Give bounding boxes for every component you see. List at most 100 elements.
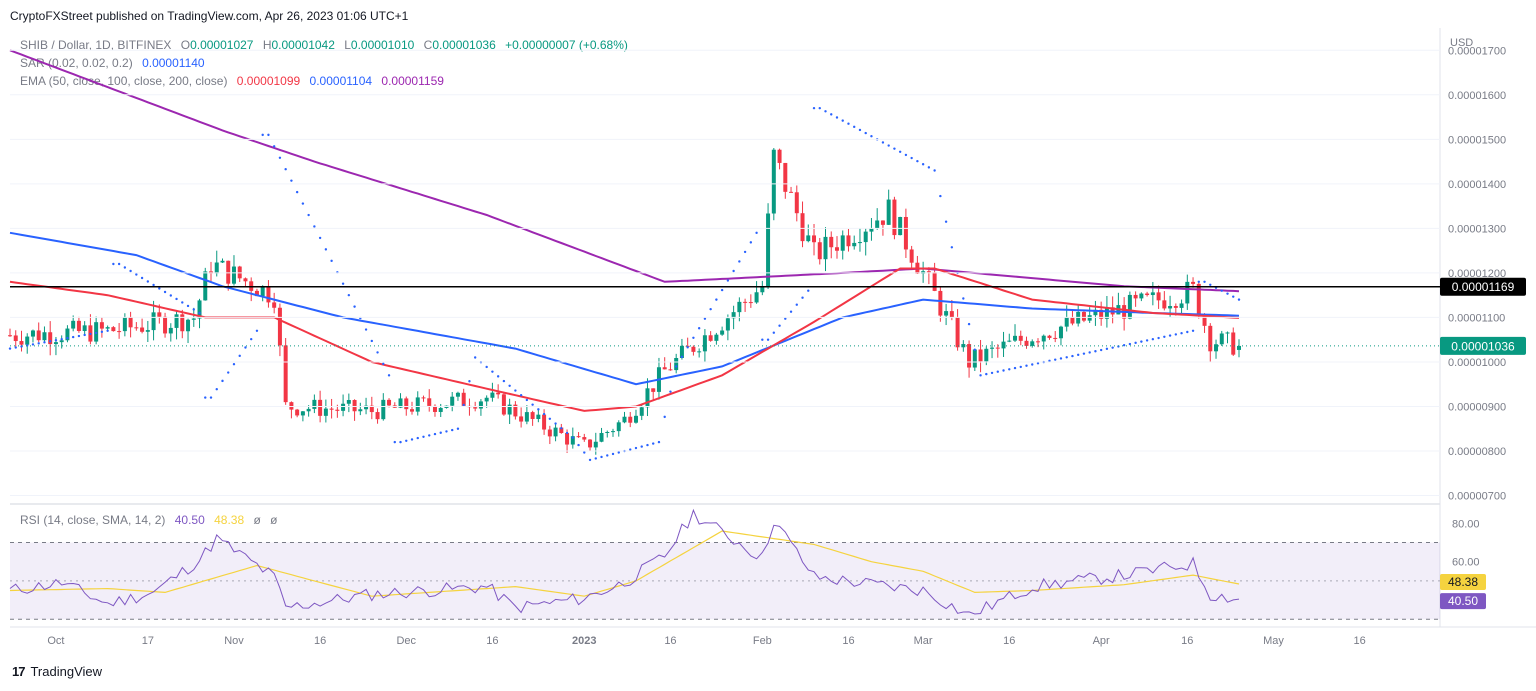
candle-body[interactable] <box>984 348 989 362</box>
candle-body[interactable] <box>582 437 587 440</box>
candle-body[interactable] <box>25 336 30 345</box>
candle-body[interactable] <box>679 345 684 359</box>
candle-body[interactable] <box>490 392 495 398</box>
candle-body[interactable] <box>1081 311 1086 321</box>
candle-body[interactable] <box>364 405 369 410</box>
candle-body[interactable] <box>163 316 168 334</box>
candle-body[interactable] <box>427 398 432 406</box>
candle-body[interactable] <box>1214 344 1219 352</box>
candle-body[interactable] <box>341 403 346 411</box>
candle-body[interactable] <box>191 318 196 320</box>
candle-body[interactable] <box>932 272 937 291</box>
candle-body[interactable] <box>473 407 478 409</box>
candle-body[interactable] <box>404 398 409 410</box>
ema-header[interactable]: EMA (50, close, 100, close, 200, close) … <box>20 74 444 88</box>
candle-body[interactable] <box>553 427 558 437</box>
candle-body[interactable] <box>1231 332 1236 355</box>
candle-body[interactable] <box>1202 316 1207 326</box>
candle-body[interactable] <box>674 358 679 371</box>
candle-body[interactable] <box>714 334 719 341</box>
candle-body[interactable] <box>1104 307 1109 319</box>
candle-body[interactable] <box>513 404 518 417</box>
candle-body[interactable] <box>209 271 214 274</box>
candle-body[interactable] <box>59 340 64 343</box>
candle-body[interactable] <box>231 266 236 284</box>
candle-body[interactable] <box>128 317 133 328</box>
candle-body[interactable] <box>949 311 954 318</box>
candle-body[interactable] <box>530 412 535 419</box>
candle-body[interactable] <box>415 397 420 412</box>
candle-body[interactable] <box>226 260 231 284</box>
candle-body[interactable] <box>254 290 259 297</box>
candle-body[interactable] <box>1162 300 1167 309</box>
candle-body[interactable] <box>387 399 392 406</box>
candle-body[interactable] <box>542 414 547 430</box>
candle-body[interactable] <box>1041 335 1046 342</box>
candle-body[interactable] <box>955 317 960 348</box>
candle-body[interactable] <box>76 320 81 331</box>
candle-body[interactable] <box>42 332 47 341</box>
candle-body[interactable] <box>450 396 455 406</box>
candle-body[interactable] <box>214 262 219 274</box>
candle-body[interactable] <box>105 327 110 329</box>
candle-body[interactable] <box>478 401 483 409</box>
candle-body[interactable] <box>1007 340 1012 342</box>
candle-body[interactable] <box>203 271 208 301</box>
candle-body[interactable] <box>1139 293 1144 299</box>
candle-body[interactable] <box>616 422 621 432</box>
candle-body[interactable] <box>783 162 788 192</box>
candle-body[interactable] <box>1013 335 1018 341</box>
candle-body[interactable] <box>519 416 524 422</box>
candle-body[interactable] <box>622 416 627 423</box>
tradingview-brand[interactable]: 17 TradingView <box>12 664 102 679</box>
candle-body[interactable] <box>19 341 24 345</box>
candle-body[interactable] <box>1185 281 1190 304</box>
candle-body[interactable] <box>312 399 317 409</box>
candle-body[interactable] <box>731 312 736 319</box>
candle-body[interactable] <box>1133 294 1138 299</box>
candle-body[interactable] <box>823 236 828 260</box>
candle-body[interactable] <box>812 235 817 243</box>
candle-body[interactable] <box>559 427 564 433</box>
ema100-line[interactable] <box>9 231 1240 386</box>
candle-body[interactable] <box>272 302 277 308</box>
candle-body[interactable] <box>197 300 202 319</box>
candle-body[interactable] <box>852 242 857 247</box>
candle-body[interactable] <box>1024 340 1029 346</box>
candle-body[interactable] <box>180 314 185 332</box>
candle-body[interactable] <box>875 220 880 229</box>
candle-body[interactable] <box>501 394 506 415</box>
candle-body[interactable] <box>289 402 294 410</box>
candle-body[interactable] <box>381 399 386 420</box>
candle-body[interactable] <box>789 191 794 193</box>
candle-body[interactable] <box>806 235 811 242</box>
candle-body[interactable] <box>266 286 271 303</box>
candle-body[interactable] <box>926 271 931 273</box>
candle-body[interactable] <box>720 330 725 335</box>
candle-body[interactable] <box>306 408 311 412</box>
candle-body[interactable] <box>766 213 771 287</box>
candle-body[interactable] <box>277 307 282 346</box>
candle-body[interactable] <box>599 432 604 442</box>
candle-body[interactable] <box>1047 335 1052 338</box>
candle-body[interactable] <box>432 405 437 412</box>
candle-body[interactable] <box>243 278 248 282</box>
candle-body[interactable] <box>461 392 466 406</box>
candle-body[interactable] <box>1058 326 1063 339</box>
candle-body[interactable] <box>1127 294 1132 319</box>
candle-body[interactable] <box>886 199 891 225</box>
candle-body[interactable] <box>1196 283 1201 317</box>
candle-body[interactable] <box>283 345 288 403</box>
candle-body[interactable] <box>507 404 512 415</box>
candle-body[interactable] <box>794 192 799 214</box>
candle-body[interactable] <box>1208 325 1213 352</box>
candle-body[interactable] <box>570 436 575 445</box>
candle-body[interactable] <box>111 327 116 332</box>
candle-body[interactable] <box>829 236 834 248</box>
candle-body[interactable] <box>157 312 162 317</box>
ema50-line[interactable] <box>9 267 1240 412</box>
candle-body[interactable] <box>13 335 18 342</box>
candle-body[interactable] <box>869 228 874 232</box>
candle-body[interactable] <box>358 409 363 412</box>
